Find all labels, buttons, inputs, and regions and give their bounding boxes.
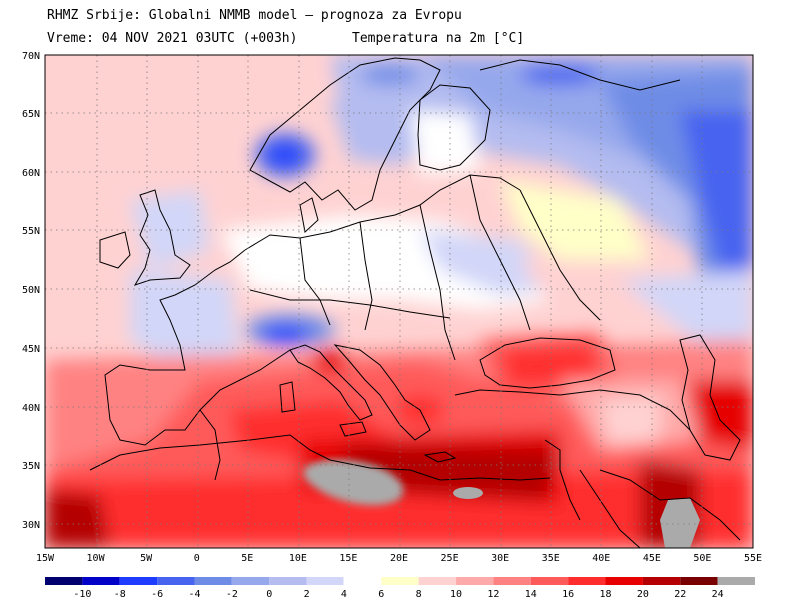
legend-swatch — [157, 577, 195, 585]
lat-label: 35N — [22, 461, 40, 472]
lat-label: 45N — [22, 344, 40, 355]
lon-label: 0 — [194, 553, 200, 564]
lat-label: 65N — [22, 109, 40, 120]
legend-swatch — [82, 577, 120, 585]
legend-label: 24 — [712, 589, 724, 600]
lon-label: 15E — [339, 553, 357, 564]
legend-label: 6 — [378, 589, 384, 600]
legend-swatch — [418, 577, 457, 585]
legend-swatch — [194, 577, 232, 585]
legend-label: 10 — [450, 589, 462, 600]
lon-label: 50E — [693, 553, 711, 564]
lat-label: 55N — [22, 226, 40, 237]
temperature-field — [45, 55, 753, 548]
latitude-labels: 70N 65N 60N 55N 50N 45N 40N 35N 30N — [22, 51, 40, 531]
legend-label: 16 — [562, 589, 574, 600]
legend-swatch — [642, 577, 681, 585]
variable-name: Temperatura na 2m [°C] — [352, 31, 525, 46]
lon-label: 10W — [87, 553, 106, 564]
legend-label: -8 — [114, 589, 126, 600]
legend-label: 4 — [341, 589, 347, 600]
lon-label: 35E — [542, 553, 560, 564]
lon-label: 45E — [643, 553, 661, 564]
lat-label: 40N — [22, 403, 40, 414]
legend-swatch — [231, 577, 270, 585]
legend-swatch — [45, 577, 83, 585]
legend-label: -2 — [226, 589, 238, 600]
legend-swatch — [306, 577, 344, 585]
legend-swatch — [119, 577, 158, 585]
longitude-labels: 15W 10W 5W 0 5E 10E 15E 20E 25E 30E 35E 40E 45E 50E 55… — [36, 553, 762, 564]
lat-label: 70N — [22, 51, 40, 62]
lon-label: 5W — [140, 553, 153, 564]
lat-label: 60N — [22, 168, 40, 179]
legend-label: 12 — [487, 589, 499, 600]
lon-label: 30E — [491, 553, 509, 564]
coastlines — [89, 57, 741, 548]
legend-label: 14 — [525, 589, 537, 600]
legend-swatch — [269, 577, 307, 585]
legend-label: 18 — [600, 589, 612, 600]
legend-swatch — [717, 577, 755, 585]
legend-label: -6 — [151, 589, 163, 600]
color-legend: -10 -8 -6 -4 -2 0 2 4 6 8 10 12 14 16 18 20 22 24 — [45, 576, 755, 600]
legend-label: 0 — [266, 589, 272, 600]
forecast-time: Vreme: 04 NOV 2021 03UTC (+003h) — [47, 31, 298, 46]
lon-label: 5E — [241, 553, 253, 564]
map-title: RHMZ Srbije: Globalni NMMB model — progn… — [47, 8, 462, 23]
legend-label: -4 — [188, 589, 200, 600]
lat-label: 30N — [22, 520, 40, 531]
legend-label: 2 — [304, 589, 310, 600]
lon-label: 55E — [744, 553, 762, 564]
legend-swatch — [343, 576, 382, 586]
map-frame — [44, 54, 754, 549]
legend-swatch — [680, 577, 718, 585]
legend-label: -10 — [73, 589, 91, 600]
legend-swatch — [456, 577, 494, 585]
legend-swatch — [605, 577, 643, 585]
legend-swatch — [530, 577, 569, 585]
legend-swatch — [568, 577, 606, 585]
lon-label: 20E — [390, 553, 408, 564]
lon-label: 10E — [289, 553, 307, 564]
lat-label: 50N — [22, 285, 40, 296]
lon-label: 25E — [441, 553, 459, 564]
legend-label: 22 — [674, 589, 686, 600]
lon-label: 15W — [36, 553, 55, 564]
grid-lines — [45, 55, 753, 548]
legend-label: 8 — [416, 589, 422, 600]
legend-swatch — [381, 577, 419, 585]
legend-label: 20 — [637, 589, 649, 600]
lon-label: 40E — [592, 553, 610, 564]
legend-swatch — [493, 577, 531, 585]
